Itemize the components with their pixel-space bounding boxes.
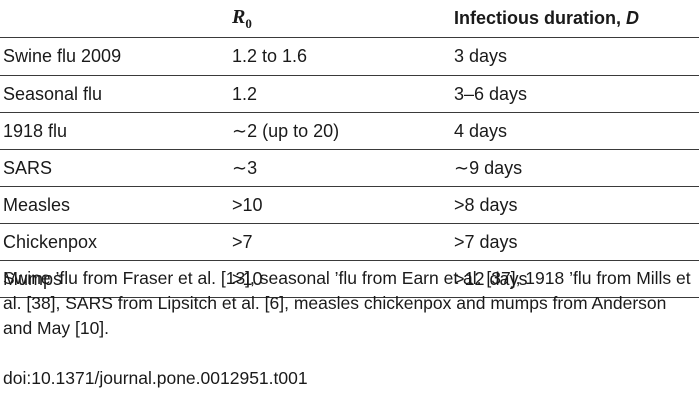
table-row: Seasonal flu 1.2 3–6 days — [0, 75, 699, 113]
table-row: Chickenpox >7 >7 days — [0, 223, 699, 261]
table-body: Swine flu 2009 1.2 to 1.6 3 days Seasona… — [0, 37, 699, 298]
table-row: Mumps >10 >12 days — [0, 260, 699, 298]
header-disease — [0, 0, 229, 38]
disease-name: Mumps — [0, 260, 229, 298]
disease-name: Swine flu 2009 — [0, 37, 229, 76]
r0-value: >10 — [229, 186, 451, 224]
table-row: 1918 flu ∼2 (up to 20) 4 days — [0, 112, 699, 150]
table-row: Swine flu 2009 1.2 to 1.6 3 days — [0, 37, 699, 76]
duration-value: >7 days — [451, 223, 699, 261]
r0-value: ∼2 (up to 20) — [229, 112, 451, 150]
r0-value: >7 — [229, 223, 451, 261]
disease-parameters-table: R0 Infectious duration, D Swine flu 2009… — [0, 0, 699, 298]
header-duration-label: Infectious duration, — [454, 8, 627, 28]
duration-value: ∼9 days — [451, 149, 699, 187]
r0-value: ∼3 — [229, 149, 451, 187]
r0-value: 1.2 — [229, 75, 451, 113]
disease-name: 1918 flu — [0, 112, 229, 150]
table-footnote: Swine ’flu from Fraser et al. [13], seas… — [3, 268, 691, 338]
doi-link[interactable]: doi:10.1371/journal.pone.0012951.t001 — [3, 368, 308, 388]
duration-value: 3–6 days — [451, 75, 699, 113]
disease-name: SARS — [0, 149, 229, 187]
header-r0-symbol: R — [232, 5, 246, 28]
header-r0: R0 — [229, 0, 451, 38]
duration-value: >8 days — [451, 186, 699, 224]
duration-value: >12 days — [451, 260, 699, 298]
r0-value: 1.2 to 1.6 — [229, 37, 451, 76]
disease-name: Measles — [0, 186, 229, 224]
disease-name: Chickenpox — [0, 223, 229, 261]
disease-name: Seasonal flu — [0, 75, 229, 113]
header-duration-variable: D — [626, 8, 640, 28]
header-r0-subscript: 0 — [245, 15, 252, 31]
table-row: SARS ∼3 ∼9 days — [0, 149, 699, 187]
table-row: Measles >10 >8 days — [0, 186, 699, 224]
duration-value: 4 days — [451, 112, 699, 150]
header-infectious-duration: Infectious duration, D — [451, 0, 699, 38]
table-header-row: R0 Infectious duration, D — [0, 0, 699, 38]
duration-value: 3 days — [451, 37, 699, 76]
r0-value: >10 — [229, 260, 451, 298]
